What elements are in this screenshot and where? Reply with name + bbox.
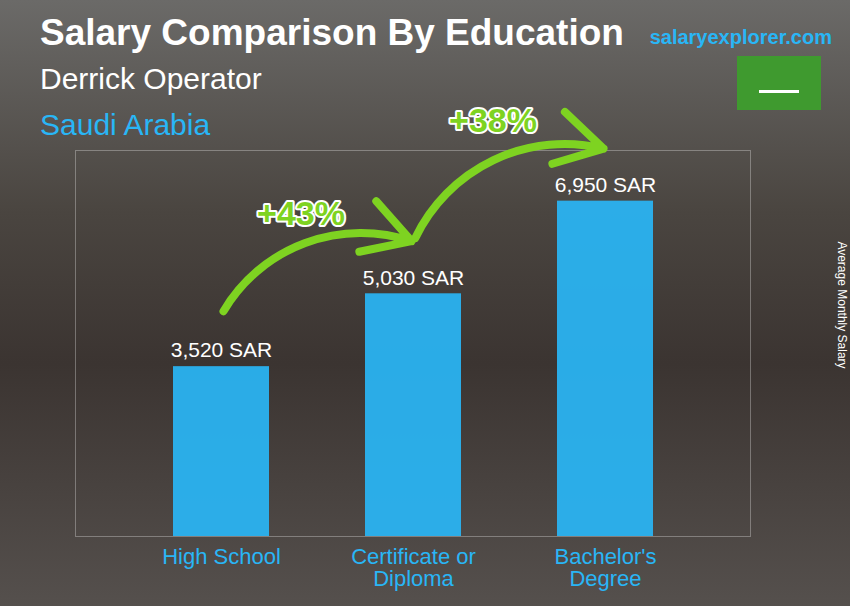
svg-text:+38%: +38% xyxy=(449,101,537,139)
svg-text:5,030 SAR: 5,030 SAR xyxy=(363,266,465,289)
svg-text:High School: High School xyxy=(162,544,281,569)
svg-text:Certificate orDiploma: Certificate orDiploma xyxy=(351,544,476,591)
html-text:Saudi Arabia: Saudi Arabia xyxy=(40,108,211,141)
svg-text:3,520 SAR: 3,520 SAR xyxy=(171,338,273,361)
html-text:Average Monthly Salary: Average Monthly Salary xyxy=(835,241,849,369)
html-text:salaryexplorer.com: salaryexplorer.com xyxy=(649,26,832,48)
svg-text:+43%: +43% xyxy=(257,194,345,232)
html-text:Salary Comparison By Education: Salary Comparison By Education xyxy=(40,12,624,53)
svg-text:6,950 SAR: 6,950 SAR xyxy=(555,173,657,196)
svg-text:Bachelor'sDegree: Bachelor'sDegree xyxy=(554,544,656,591)
html-text:Derrick Operator: Derrick Operator xyxy=(40,62,262,95)
